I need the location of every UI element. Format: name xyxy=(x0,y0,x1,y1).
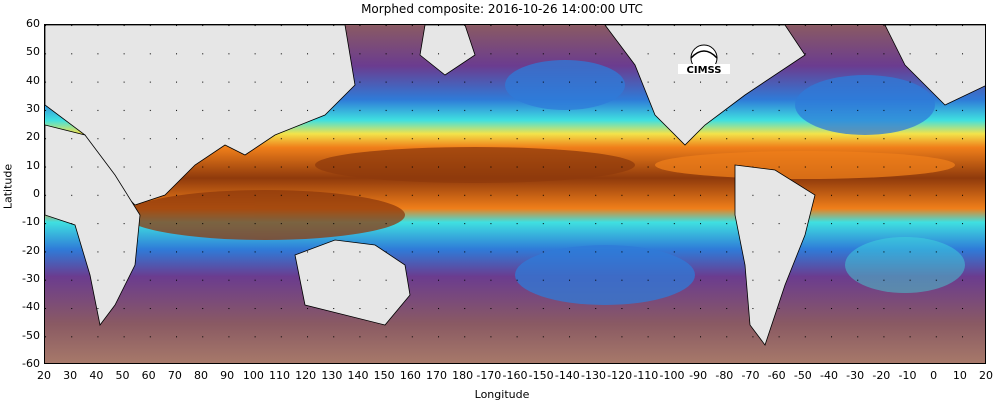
y-tick-label: 20 xyxy=(26,130,40,144)
x-axis-label: Longitude xyxy=(474,388,530,401)
x-tick-label: 180 xyxy=(452,369,474,382)
x-tick-label: 20 xyxy=(979,369,993,382)
y-tick-label: -40 xyxy=(22,300,40,314)
x-tick-label: -100 xyxy=(659,369,685,382)
x-tick-label: -80 xyxy=(715,369,734,382)
x-tick-label: -90 xyxy=(689,369,708,382)
x-tick-label: 150 xyxy=(373,369,395,382)
y-tick-label: 0 xyxy=(33,187,40,200)
x-tick-label: 90 xyxy=(220,369,235,382)
x-tick-label: -170 xyxy=(476,369,502,382)
y-tick-label: 10 xyxy=(26,158,40,172)
x-tick-label: -20 xyxy=(872,369,891,382)
x-tick-label: 130 xyxy=(321,369,343,382)
y-tick-label: -20 xyxy=(22,243,40,257)
y-tick-label: 60 xyxy=(26,17,40,30)
x-tick-label: -30 xyxy=(846,369,865,382)
x-tick-label: 30 xyxy=(63,369,78,382)
cimss-logo: CIMSS xyxy=(676,44,732,76)
y-tick-label: 40 xyxy=(26,73,40,87)
x-tick-label: 110 xyxy=(269,369,290,382)
x-tick-label: 80 xyxy=(194,369,208,382)
x-tick-label: -70 xyxy=(741,369,760,382)
x-tick-label: 50 xyxy=(115,369,130,382)
x-tick-label: 100 xyxy=(242,369,264,382)
y-tick-label: -50 xyxy=(22,328,40,342)
x-tick-label: 40 xyxy=(89,369,104,382)
x-tick-label: 70 xyxy=(167,369,182,382)
cimss-logo-text: CIMSS xyxy=(687,65,722,76)
x-tick-label: -150 xyxy=(528,369,554,382)
x-tick-label: -160 xyxy=(502,369,528,382)
x-tick-label: -40 xyxy=(820,369,838,382)
x-tick-label: -110 xyxy=(633,369,659,382)
y-tick-label: 50 xyxy=(26,45,40,59)
x-tick-label: 20 xyxy=(37,369,51,382)
x-tick-label: -130 xyxy=(581,369,606,382)
x-tick-label: -50 xyxy=(793,369,812,382)
x-tick-label: 140 xyxy=(347,369,369,382)
precipitable-water-map xyxy=(45,25,985,363)
x-tick-label: -120 xyxy=(607,369,633,382)
x-tick-label: -140 xyxy=(554,369,580,382)
x-tick-label: 120 xyxy=(295,369,317,382)
x-tick-label: 10 xyxy=(952,369,967,382)
graticule xyxy=(45,25,985,363)
x-tick-label: 170 xyxy=(426,369,447,382)
x-tick-label: 0 xyxy=(930,369,938,382)
x-tick-label: -60 xyxy=(767,369,786,382)
y-tick-label: 30 xyxy=(26,102,40,115)
x-tick-label: -10 xyxy=(898,369,917,382)
y-tick-label: -10 xyxy=(22,215,40,229)
x-tick-label: 60 xyxy=(141,369,156,382)
map-title: Morphed composite: 2016-10-26 14:00:00 U… xyxy=(361,2,643,16)
y-tick-label: -60 xyxy=(22,357,40,370)
y-tick-label: -30 xyxy=(22,272,40,285)
map-panel[interactable] xyxy=(44,24,986,364)
x-tick-label: 160 xyxy=(399,369,421,382)
